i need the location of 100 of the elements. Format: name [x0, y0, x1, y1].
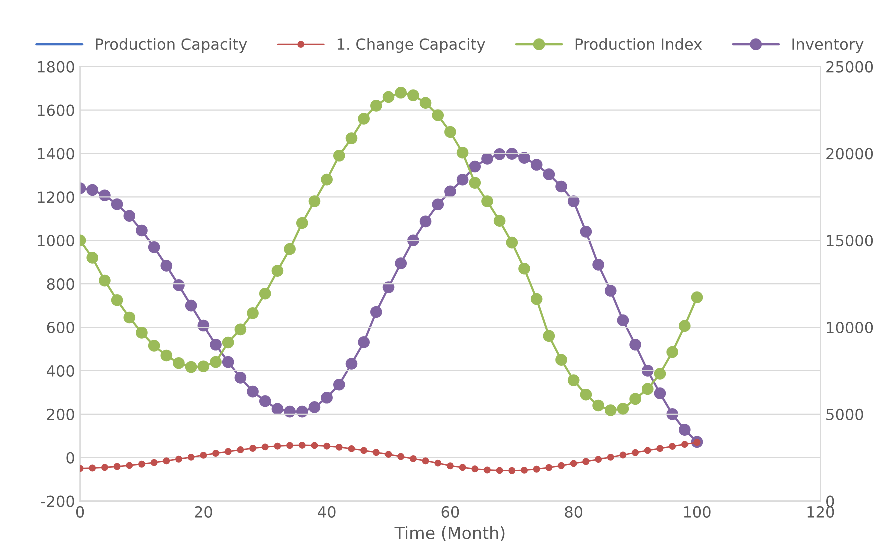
point: [101, 464, 108, 472]
point: [472, 466, 479, 473]
point: [617, 403, 630, 415]
legend-label: Production Index: [576, 38, 702, 50]
point: [136, 224, 148, 237]
point: [198, 360, 210, 373]
point: [346, 132, 358, 144]
point: [99, 274, 111, 287]
point: [198, 320, 210, 332]
point: [382, 91, 395, 104]
point: [308, 402, 321, 414]
point: [630, 338, 642, 351]
point: [420, 97, 432, 110]
point: [358, 113, 370, 125]
point: [176, 456, 182, 463]
point: [518, 262, 530, 275]
legend-label: Inventory: [792, 38, 864, 54]
point: [482, 153, 494, 165]
point: [324, 442, 331, 450]
point: [666, 346, 678, 358]
point: [679, 424, 691, 436]
point: [296, 406, 308, 418]
point: [420, 216, 432, 228]
x-tick-label: 20: [195, 506, 212, 518]
y-tick-label: 1200: [38, 192, 74, 204]
point: [114, 463, 121, 470]
point: [262, 444, 269, 451]
point: [163, 458, 170, 465]
point: [321, 174, 333, 186]
x-tick-label: 80: [565, 506, 583, 518]
y-tick-label: 400: [47, 365, 74, 377]
legend-label: 1. Change Capacity: [338, 38, 486, 54]
point: [298, 442, 306, 449]
point: [370, 100, 382, 112]
y-tick-label: 1400: [38, 148, 74, 160]
point: [444, 126, 456, 138]
point: [546, 464, 553, 472]
x-axis-title: Time (Month): [394, 526, 505, 542]
point: [308, 196, 321, 208]
x-tick-label: 0: [76, 506, 84, 518]
point: [496, 467, 504, 474]
point: [620, 452, 627, 459]
point: [334, 150, 346, 162]
point: [506, 236, 518, 249]
point: [518, 152, 530, 164]
point: [212, 450, 220, 457]
point: [188, 454, 195, 461]
point: [644, 447, 652, 454]
point: [89, 464, 96, 472]
point: [656, 445, 664, 452]
y-tick-label: -200: [41, 496, 74, 508]
point: [370, 306, 382, 318]
point: [521, 466, 528, 474]
point: [543, 168, 556, 180]
point: [86, 252, 99, 264]
point: [185, 361, 198, 374]
y2-tick-label: 25000: [826, 61, 874, 73]
point: [469, 160, 482, 173]
point: [681, 441, 688, 448]
point: [432, 198, 444, 211]
point: [148, 340, 160, 352]
y2-tick-label: 15000: [827, 235, 874, 247]
point: [334, 378, 346, 391]
point: [543, 330, 556, 342]
point: [247, 386, 259, 398]
point: [632, 449, 640, 456]
point: [617, 314, 630, 326]
point: [410, 455, 417, 462]
point: [408, 234, 420, 247]
y2-tick-label: 10000: [827, 322, 874, 334]
point: [346, 358, 358, 370]
point: [691, 292, 704, 304]
point: [469, 177, 482, 189]
y2-tick-label: 20000: [826, 148, 874, 160]
point: [484, 466, 491, 474]
point: [284, 243, 296, 256]
point: [311, 442, 318, 450]
point: [669, 443, 676, 450]
point: [654, 388, 666, 400]
point: [358, 336, 370, 348]
y-tick-label: 1000: [38, 235, 74, 247]
point: [274, 442, 282, 450]
point: [604, 285, 617, 297]
point: [630, 393, 642, 406]
point: [237, 446, 244, 454]
point: [259, 395, 272, 408]
point: [446, 462, 454, 470]
point: [222, 336, 234, 349]
point: [530, 159, 543, 171]
point: [456, 174, 469, 186]
point: [530, 293, 543, 306]
point: [508, 467, 516, 474]
point: [592, 259, 604, 271]
point: [556, 354, 568, 366]
point: [360, 447, 368, 454]
point: [595, 456, 602, 464]
point: [148, 242, 160, 254]
point: [456, 146, 469, 159]
point: [173, 357, 185, 370]
point: [272, 265, 284, 277]
